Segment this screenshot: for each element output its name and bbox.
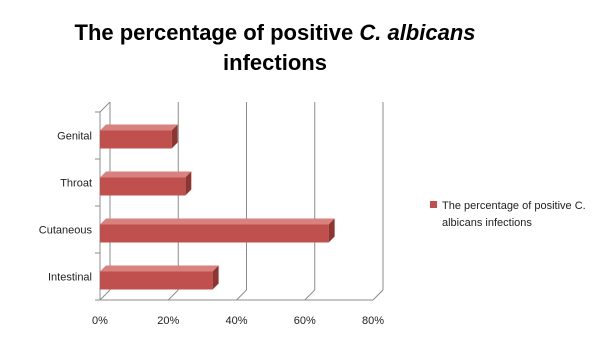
category-label: Throat: [60, 178, 92, 190]
bar: [100, 265, 219, 290]
title-main: The percentage of positive: [74, 20, 360, 45]
legend: The percentage of positive C. albicans i…: [430, 200, 586, 229]
floor-gridline: [167, 289, 179, 301]
category-label: Intestinal: [48, 272, 92, 284]
x-tick-label: 0%: [92, 315, 108, 327]
x-tick-label: 20%: [157, 315, 179, 327]
title-tail: infections: [223, 50, 327, 75]
legend-label-line2: albicans infections: [442, 217, 532, 229]
bar: [100, 124, 178, 149]
labels: 0% 20% 40% 60% 80% Intestinal Cutaneous Throat G…: [39, 131, 384, 328]
bars: [100, 124, 335, 290]
chart-title: The percentage of positive C. albicans i…: [60, 18, 490, 78]
grid: [99, 102, 384, 301]
floor-gridline: [372, 289, 384, 301]
bar: [100, 218, 335, 243]
title-italic: C. albicans: [359, 20, 476, 45]
legend-label-line1: The percentage of positive C.: [442, 200, 586, 212]
legend-swatch: [430, 201, 437, 208]
floor-gridline: [304, 289, 316, 301]
category-label: Genital: [57, 131, 92, 143]
x-tick-label: 60%: [294, 315, 316, 327]
y-axis-depth: [99, 101, 111, 113]
floor-gridline: [236, 289, 247, 301]
x-tick-label: 40%: [225, 315, 247, 327]
bar: [100, 171, 192, 196]
category-label: Cutaneous: [39, 225, 93, 237]
x-tick-label: 80%: [362, 315, 384, 327]
floor-gridline: [99, 289, 111, 301]
